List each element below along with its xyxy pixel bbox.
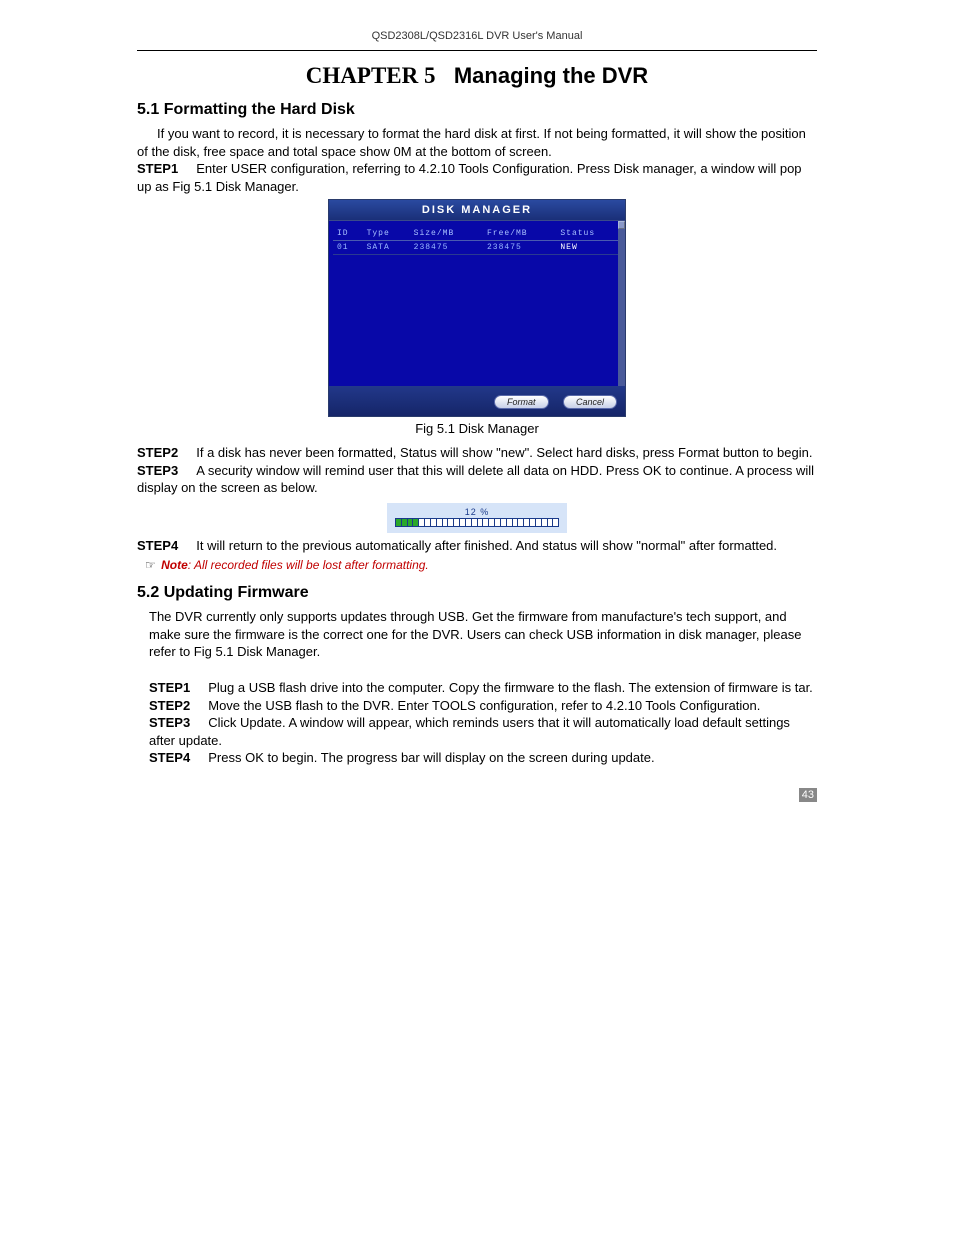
section-5-1-intro: If you want to record, it is necessary t…: [137, 125, 817, 160]
disk-row[interactable]: 01 SATA 238475 238475 NEW: [333, 241, 621, 255]
section-5-2-step2: STEP2 Move the USB flash to the DVR. Ent…: [149, 697, 817, 715]
step4-label: STEP4: [137, 538, 178, 553]
scrollbar[interactable]: [618, 221, 625, 386]
disk-manager-footer: Format Cancel: [329, 386, 625, 416]
step1-label: STEP1: [137, 161, 178, 176]
chapter-prefix: CHAPTER 5: [306, 63, 436, 88]
progress-segment: [553, 519, 558, 526]
step3-label: STEP3: [137, 463, 178, 478]
step1-text: Enter USER configuration, referring to 4…: [137, 161, 802, 194]
note-line: ☞ Note: All recorded files will be lost …: [137, 558, 817, 572]
step2-text: If a disk has never been formatted, Stat…: [196, 445, 812, 460]
section-5-2-step4: STEP4 Press OK to begin. The progress ba…: [149, 749, 817, 767]
col-type: Type: [363, 227, 410, 241]
section-5-1-step1: STEP1 Enter USER configuration, referrin…: [137, 160, 817, 195]
step3-text: A security window will remind user that …: [137, 463, 814, 496]
col-size: Size/MB: [410, 227, 483, 241]
section-5-2-step1: STEP1 Plug a USB flash drive into the co…: [149, 679, 817, 697]
progress-percent-label: 12 %: [395, 507, 559, 517]
cell-status: NEW: [556, 241, 621, 255]
hand-icon: ☞: [145, 558, 156, 572]
cell-id: 01: [333, 241, 363, 255]
s2-step3-text: Click Update. A window will appear, whic…: [149, 715, 790, 748]
page-number-wrap: 43: [137, 785, 817, 803]
section-5-1-step2: STEP2 If a disk has never been formatted…: [137, 444, 817, 462]
header-rule: [137, 50, 817, 51]
section-5-2-heading: 5.2 Updating Firmware: [137, 584, 817, 602]
step2-label: STEP2: [137, 445, 178, 460]
col-free: Free/MB: [483, 227, 556, 241]
doc-header: QSD2308L/QSD2316L DVR User's Manual: [137, 30, 817, 42]
note-text: : All recorded files will be lost after …: [188, 558, 429, 572]
cell-size: 238475: [410, 241, 483, 255]
col-id: ID: [333, 227, 363, 241]
section-5-1-step4: STEP4 It will return to the previous aut…: [137, 537, 817, 555]
disk-manager-table: ID Type Size/MB Free/MB Status 01 SATA 2…: [333, 227, 621, 255]
disk-manager-window: DISK MANAGER ID Type Size/MB Free/MB Sta…: [328, 199, 626, 417]
s2-step2-text: Move the USB flash to the DVR. Enter TOO…: [208, 698, 760, 713]
note-label: Note: [161, 558, 188, 572]
section-5-2-intro: The DVR currently only supports updates …: [149, 608, 817, 661]
cell-type: SATA: [363, 241, 410, 255]
s2-step4-label: STEP4: [149, 750, 190, 765]
cell-free: 238475: [483, 241, 556, 255]
col-status: Status: [556, 227, 621, 241]
step4-text: It will return to the previous automatic…: [196, 538, 777, 553]
s2-step3-label: STEP3: [149, 715, 190, 730]
chapter-name: Managing the DVR: [454, 63, 648, 88]
progress-bar: [395, 518, 559, 527]
scroll-up-icon[interactable]: [618, 221, 625, 229]
s2-step2-label: STEP2: [149, 698, 190, 713]
s2-step1-text: Plug a USB flash drive into the computer…: [208, 680, 813, 695]
disk-manager-body: ID Type Size/MB Free/MB Status 01 SATA 2…: [329, 221, 625, 386]
page-number: 43: [799, 788, 817, 802]
cancel-button[interactable]: Cancel: [563, 395, 617, 409]
section-5-2-step3: STEP3 Click Update. A window will appear…: [149, 714, 817, 749]
s2-step1-label: STEP1: [149, 680, 190, 695]
disk-manager-title: DISK MANAGER: [329, 200, 625, 221]
s2-step4-text: Press OK to begin. The progress bar will…: [208, 750, 654, 765]
format-button[interactable]: Format: [494, 395, 549, 409]
section-5-1-step3: STEP3 A security window will remind user…: [137, 462, 817, 497]
progress-bar-widget: 12 %: [387, 503, 567, 533]
chapter-title: CHAPTER 5 Managing the DVR: [137, 63, 817, 89]
fig-5-1-caption: Fig 5.1 Disk Manager: [137, 421, 817, 436]
section-5-1-heading: 5.1 Formatting the Hard Disk: [137, 101, 817, 119]
